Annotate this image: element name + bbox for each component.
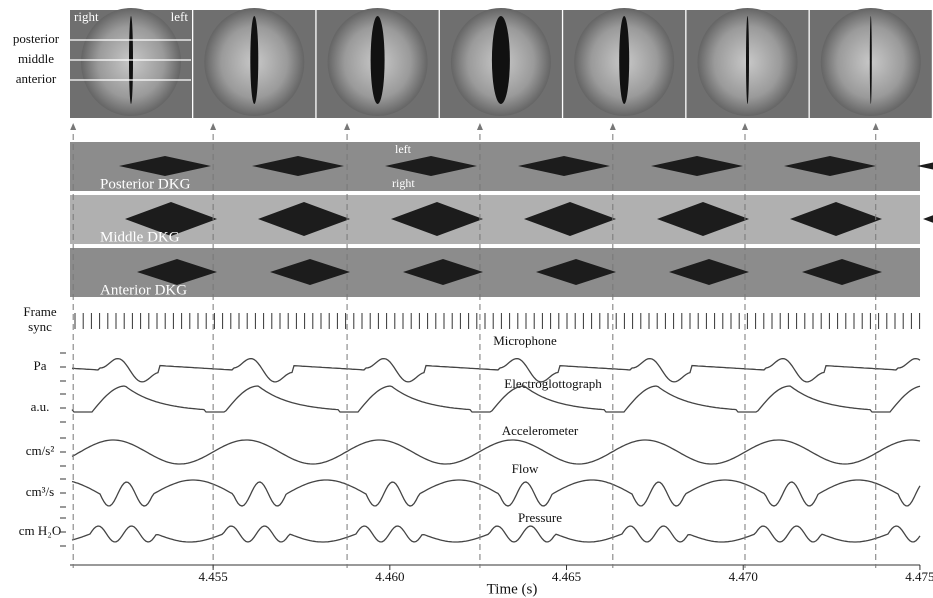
glottis bbox=[619, 16, 630, 104]
trace-unit: Pa bbox=[34, 358, 47, 373]
dkg-blob bbox=[657, 202, 749, 236]
dkg-label: Middle DKG bbox=[100, 229, 180, 245]
trace-title: Pressure bbox=[518, 510, 562, 525]
dkg-blob bbox=[669, 259, 749, 285]
trace-unit: cm/s² bbox=[26, 443, 55, 458]
waveform bbox=[71, 525, 921, 543]
trace-title: Accelerometer bbox=[502, 423, 579, 438]
trace-title: Microphone bbox=[493, 333, 557, 348]
dkg-right: right bbox=[392, 176, 415, 190]
dkg-blob bbox=[790, 202, 882, 236]
sync-label: sync bbox=[28, 319, 52, 334]
dkg-blob bbox=[270, 259, 350, 285]
waveform bbox=[71, 385, 921, 413]
dkg-label: Anterior DKG bbox=[100, 282, 187, 298]
trace-title: Electroglottograph bbox=[504, 376, 602, 391]
label-left: left bbox=[171, 9, 189, 24]
dkg-left: left bbox=[395, 142, 412, 156]
frame-arrow bbox=[609, 123, 616, 130]
dkg-blob bbox=[125, 202, 217, 236]
glottis bbox=[869, 16, 872, 104]
waveform bbox=[71, 479, 921, 507]
waveform bbox=[71, 357, 921, 383]
x-tick-label: 4.460 bbox=[375, 569, 404, 584]
x-tick-label: 4.475 bbox=[905, 569, 933, 584]
frame-arrow bbox=[70, 123, 77, 130]
dkg-blob bbox=[536, 259, 616, 285]
trace-unit: a.u. bbox=[31, 399, 50, 414]
dkg-label: Posterior DKG bbox=[100, 176, 191, 192]
dkg-blob bbox=[518, 156, 610, 176]
dkg-strip bbox=[70, 142, 920, 191]
trace-title: Flow bbox=[512, 461, 539, 476]
x-axis-label: Time (s) bbox=[487, 581, 538, 597]
dkg-blob bbox=[651, 156, 743, 176]
x-tick-label: 4.465 bbox=[552, 569, 581, 584]
x-tick-label: 4.455 bbox=[199, 569, 228, 584]
dkg-blob bbox=[524, 202, 616, 236]
dkg-blob bbox=[923, 215, 933, 223]
x-tick-label: 4.470 bbox=[729, 569, 758, 584]
dkg-blob bbox=[252, 156, 344, 176]
frame-arrow bbox=[741, 123, 748, 130]
waveform bbox=[71, 439, 921, 465]
dkg-blob bbox=[258, 202, 350, 236]
trace-unit: cm³/s bbox=[26, 484, 54, 499]
frame-arrow bbox=[872, 123, 879, 130]
label-posterior: posterior bbox=[13, 31, 60, 46]
label-anterior: anterior bbox=[16, 71, 57, 86]
dkg-blob bbox=[137, 259, 217, 285]
dkg-blob bbox=[917, 162, 933, 170]
frame-arrow bbox=[476, 123, 483, 130]
dkg-blob bbox=[802, 259, 882, 285]
dkg-blob bbox=[385, 156, 477, 176]
dkg-blob bbox=[391, 202, 483, 236]
dkg-blob bbox=[403, 259, 483, 285]
dkg-blob bbox=[119, 156, 211, 176]
frame-label: Frame bbox=[23, 304, 56, 319]
frame-arrow bbox=[210, 123, 217, 130]
glottis bbox=[746, 16, 749, 104]
glottis bbox=[250, 16, 259, 104]
glottis bbox=[370, 16, 385, 104]
frame-arrow bbox=[344, 123, 351, 130]
trace-unit: cm H₂O bbox=[19, 523, 61, 538]
dkg-blob bbox=[784, 156, 876, 176]
glottis bbox=[491, 16, 510, 104]
label-middle: middle bbox=[18, 51, 54, 66]
label-right: right bbox=[74, 9, 99, 24]
